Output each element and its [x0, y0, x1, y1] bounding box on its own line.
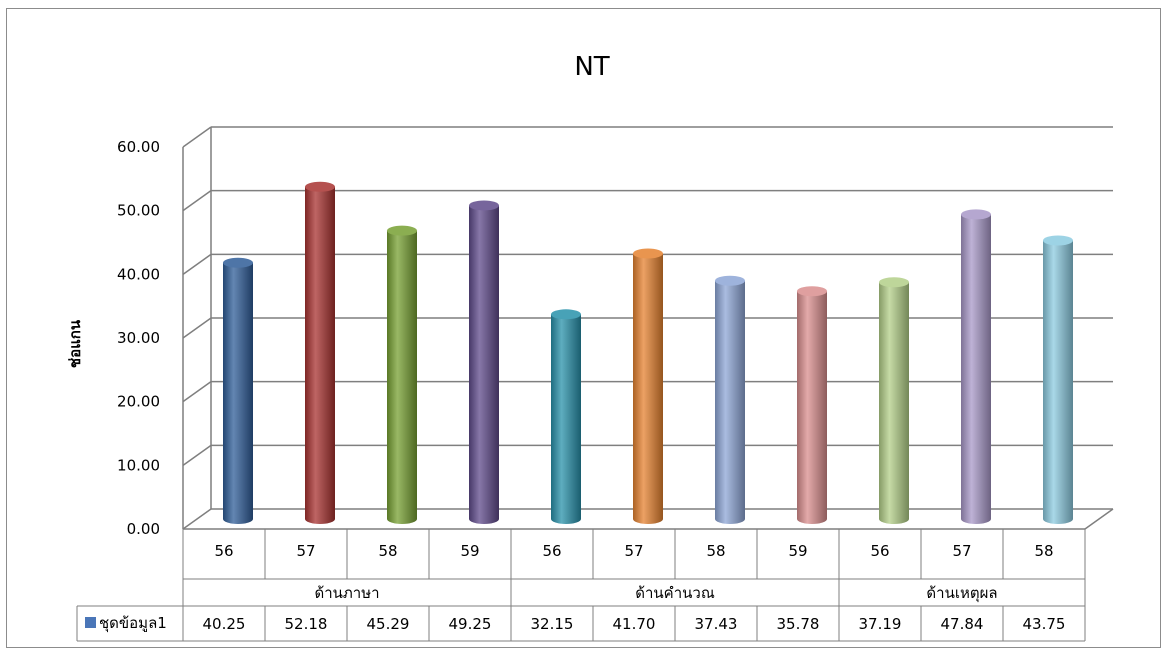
data-value-cell: 47.84: [941, 615, 984, 633]
bars: [223, 181, 1073, 525]
data-value-cell: 35.78: [777, 615, 820, 633]
category-label: 57: [296, 542, 315, 560]
y-tick-label: 40.00: [117, 265, 160, 283]
bar-body: [633, 253, 663, 524]
bar-top: [387, 225, 417, 236]
bar-top: [1043, 235, 1073, 246]
legend-marker: [85, 617, 96, 628]
group-label: ด้านเหตุผล: [926, 584, 997, 603]
bar: [305, 181, 335, 524]
gridline-diagonal: [182, 381, 212, 403]
data-value-cell: 41.70: [613, 615, 656, 633]
bar-top: [633, 248, 663, 259]
bar: [879, 277, 909, 524]
category-label: 56: [870, 542, 889, 560]
data-value-cell: 40.25: [203, 615, 246, 633]
gridline-diagonal: [182, 444, 212, 466]
category-label: 57: [952, 542, 971, 560]
bar: [1043, 235, 1073, 525]
bar-body: [961, 214, 991, 524]
data-value-cell: 43.75: [1023, 615, 1066, 633]
group-label: ด้านภาษา: [314, 584, 379, 602]
gridline-diagonal: [182, 508, 212, 530]
category-label: 58: [1034, 542, 1053, 560]
bar: [223, 257, 253, 524]
data-value-cell: 37.19: [859, 615, 902, 633]
data-value-cell: 49.25: [449, 615, 492, 633]
y-tick-label: 50.00: [117, 202, 160, 220]
y-tick-label: 30.00: [117, 329, 160, 347]
data-table: ด้านภาษา 56 57 58 59 ด้านคำนวณ 56 57 58 59 ด้านเหต…: [76, 529, 1086, 642]
data-value-cell: 45.29: [367, 615, 410, 633]
category-label: 56: [542, 542, 561, 560]
data-value-cell: 52.18: [285, 615, 328, 633]
bar-top: [223, 257, 253, 268]
series-name: ชุดข้อมูล1: [99, 614, 167, 633]
category-label: 58: [378, 542, 397, 560]
bar-body: [1043, 240, 1073, 525]
bar-body: [879, 282, 909, 524]
y-axis-label: ช่อแกน: [66, 319, 84, 368]
y-tick-label: 20.00: [117, 393, 160, 411]
bar: [387, 225, 417, 524]
category-label: 57: [624, 542, 643, 560]
chart-svg: NT ช่อแกน 0.00 10.00 20.00 30.00 40.00 50.00 6…: [66, 52, 1114, 642]
bar: [551, 309, 581, 524]
bar-body: [469, 205, 499, 525]
bar-top: [469, 200, 499, 211]
bar-body: [797, 291, 827, 524]
bar-body: [305, 186, 335, 524]
group-label: ด้านคำนวณ: [635, 584, 715, 602]
data-value-cell: 32.15: [531, 615, 574, 633]
chart-frame: NT ช่อแกน 0.00 10.00 20.00 30.00 40.00 50.00 6…: [6, 8, 1161, 648]
bar-body: [551, 314, 581, 524]
bar-top: [797, 286, 827, 297]
bar-body: [223, 262, 253, 524]
data-value-cell: 37.43: [695, 615, 738, 633]
bar: [715, 275, 745, 524]
bar-top: [715, 275, 745, 286]
y-tick-label: 60.00: [117, 138, 160, 156]
gridline-diagonal: [182, 317, 212, 339]
bar-body: [715, 280, 745, 524]
bar-top: [879, 277, 909, 288]
y-axis-label-group: ช่อแกน: [66, 319, 84, 368]
bar-top: [305, 181, 335, 192]
bar: [961, 209, 991, 524]
gridline-diagonal: [182, 190, 212, 212]
y-tick-labels: 0.00 10.00 20.00 30.00 40.00 50.00 60.00: [117, 138, 160, 538]
bar-top: [961, 209, 991, 220]
y-tick-label: 10.00: [117, 456, 160, 474]
floor-right-edge: [1084, 508, 1114, 530]
chart-title: NT: [574, 52, 609, 82]
bar-body: [387, 230, 417, 524]
gridline-diagonal: [182, 126, 212, 148]
bar: [469, 200, 499, 525]
category-label: 59: [460, 542, 479, 560]
category-label: 59: [788, 542, 807, 560]
gridline-diagonal: [182, 253, 212, 275]
bar: [797, 286, 827, 524]
category-label: 58: [706, 542, 725, 560]
bar-top: [551, 309, 581, 320]
category-label: 56: [214, 542, 233, 560]
bar: [633, 248, 663, 524]
y-tick-label: 0.00: [127, 520, 160, 538]
